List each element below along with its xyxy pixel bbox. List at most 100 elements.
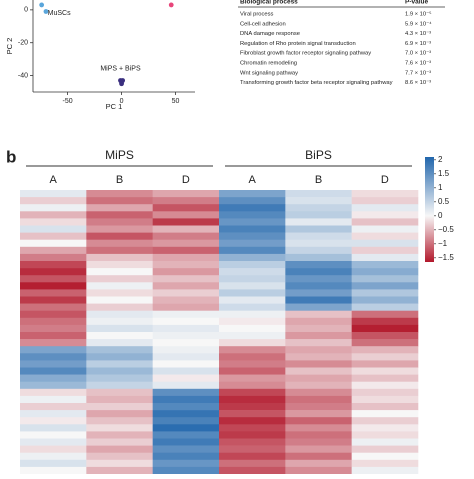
heatmap-cell [219,353,286,361]
heatmap-cell [20,339,87,347]
heatmap-cell [86,353,153,361]
colorbar [425,157,434,262]
heatmap-cell [285,459,352,468]
heatmap-cell [86,339,153,347]
process-name: Wnt signaling pathway [240,70,298,76]
heatmap-cell [351,452,419,461]
heatmap-cell [219,190,286,198]
p-value: 4.3 × 10⁻³ [405,31,431,37]
heatmap-cell [20,332,87,340]
heatmap-cell [351,282,419,290]
heatmap-cell [219,339,286,347]
heatmap-cell [285,417,352,425]
heatmap-cell [20,381,87,390]
group-label: BiPS [305,148,332,162]
heatmap-cell [152,261,220,269]
heatmap-cell [152,431,220,439]
heatmap-cell [351,317,419,326]
heatmap-cell [152,268,220,276]
p-value: 7.7 × 10⁻³ [405,70,431,76]
p-value: 6.9 × 10⁻³ [405,41,431,47]
data-point [39,2,45,8]
heatmap-cell [152,310,220,319]
heatmap-cell [86,466,153,475]
heatmap-cell [285,346,352,354]
column-label: D [182,174,190,186]
heatmap-cell [86,225,153,233]
heatmap-cell [20,360,87,368]
process-name: Regulation of Rho protein signal transdu… [240,41,356,47]
heatmap-cell [20,190,87,198]
heatmap-cell [20,268,87,276]
heatmap-cell [219,296,286,304]
heatmap-cell [152,452,220,461]
heatmap-cell [285,367,352,375]
heatmap-cell [20,410,87,418]
heatmap-cell [219,261,286,269]
heatmap-cell [351,211,419,219]
heatmap-cell [285,424,352,432]
heatmap-cell [86,275,153,283]
heatmap-cell [351,381,419,390]
heatmap-cell [152,324,220,333]
heatmap-cell [285,253,352,262]
heatmap-cell [219,317,286,326]
heatmap-cell [285,268,352,276]
heatmap-cell [20,204,87,212]
heatmap-cell [351,332,419,340]
heatmap-cell [86,360,153,368]
heatmap-cell [285,261,352,269]
p-value: 8.6 × 10⁻³ [405,80,431,86]
heatmap-cell [86,296,153,304]
p-value: 7.6 × 10⁻³ [405,61,431,67]
data-point [168,2,174,8]
colorbar-tick-label: 1.5 [438,169,450,178]
heatmap-cell [86,410,153,418]
heatmap-cell [152,332,220,340]
heatmap-cell [285,360,352,368]
heatmap-cell [285,282,352,290]
heatmap-cell [152,232,220,240]
heatmap-cell [219,204,286,212]
heatmap-cell [219,395,286,404]
heatmap-cell [219,438,286,446]
heatmap-cell [351,190,419,198]
column-label: B [116,174,123,186]
heatmap-cell [152,445,220,453]
heatmap-cell [86,246,153,255]
heatmap-cell [351,353,419,361]
heatmap-cell [152,211,220,219]
heatmap-cell [152,388,220,397]
heatmap-cell [20,218,87,226]
heatmap-cell [219,232,286,240]
heatmap-cell [351,417,419,425]
heatmap-cell [86,268,153,276]
heatmap-cell [351,410,419,418]
heatmap-cell [219,445,286,453]
heatmap-cell [152,303,220,311]
heatmap-cell [285,275,352,283]
heatmap-cell [86,197,153,205]
heatmap-cell [351,445,419,453]
heatmap-cell [20,225,87,233]
heatmap-cell [20,403,87,411]
heatmap-cell [20,197,87,205]
heatmap-cell [351,388,419,397]
heatmap-cell [285,303,352,311]
heatmap-cell [285,353,352,361]
heatmap-cell [351,246,419,255]
column-label: D [381,174,389,186]
heatmap-cell [20,289,87,297]
heatmap-cell [20,466,87,475]
heatmap-cell [86,374,153,382]
heatmap-cell [219,466,286,475]
heatmap-cell [285,317,352,326]
heatmap-cell [285,438,352,446]
heatmap-cell [86,211,153,219]
heatmap-cell [86,445,153,453]
heatmap-cell [152,296,220,304]
y-axis-label: PC 2 [5,38,14,55]
heatmap-cell [285,452,352,461]
heatmap-cell [152,289,220,297]
